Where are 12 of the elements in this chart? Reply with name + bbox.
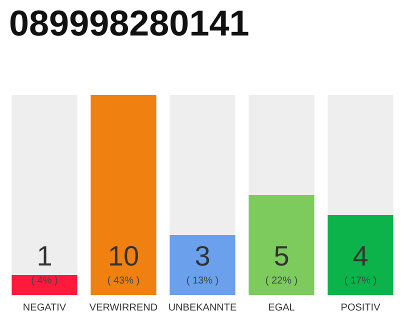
x-tick-label: NEGATIV [22,302,66,314]
bar [12,275,78,295]
x-tick-label: POSITIV [340,302,381,314]
x-tick-label: UNBEKANNTE [168,302,237,314]
chart-title: 089998280141 [9,2,250,44]
data-label: 3 ( 13% ) [186,240,219,286]
data-label: 5 ( 22% ) [265,240,298,286]
data-label: 4 ( 17% ) [344,240,377,286]
data-label: 10 ( 43% ) [107,240,140,286]
x-tick-label: EGAL [268,302,296,314]
data-label: 1 ( 4% ) [31,240,58,286]
x-tick-label: VERWIRREND [89,302,158,314]
